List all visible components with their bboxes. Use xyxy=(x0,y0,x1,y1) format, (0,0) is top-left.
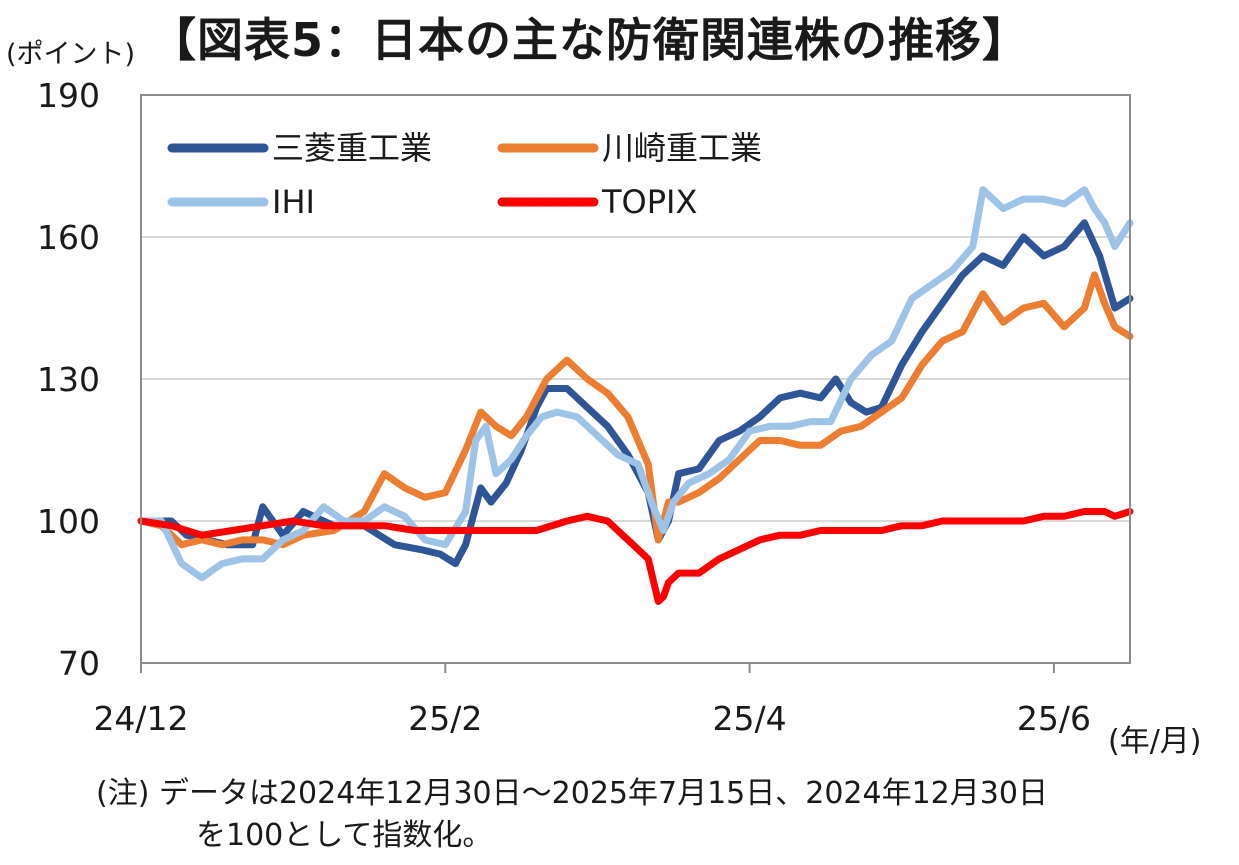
y-tick-label: 160 xyxy=(37,218,100,257)
footnote-line-2: を100として指数化。 xyxy=(196,818,493,853)
series-line-川崎重工業 xyxy=(137,271,1134,549)
legend: 三菱重工業 川崎重工業 IHI TOPIX xyxy=(167,129,762,221)
y-axis-ticks: 70 100 130 160 190 xyxy=(37,76,100,683)
legend-label: TOPIX xyxy=(601,183,697,221)
y-tick-label: 100 xyxy=(37,502,100,541)
series-lines xyxy=(137,186,1134,605)
plot-area-border xyxy=(140,94,1131,664)
x-axis-unit-label: (年/月) xyxy=(1108,724,1202,759)
x-tick-label: 24/12 xyxy=(93,699,188,738)
series-line-IHI xyxy=(137,186,1134,582)
legend-label: 三菱重工業 xyxy=(272,129,432,167)
legend-label: IHI xyxy=(272,183,315,221)
grid-lines xyxy=(141,236,1130,522)
y-tick-label: 190 xyxy=(37,76,100,115)
x-tick-label: 25/2 xyxy=(408,699,482,738)
series-line-三菱重工業 xyxy=(137,219,1134,568)
series-line-TOPIX xyxy=(137,508,1134,605)
x-axis-ticks: 24/12 25/2 25/4 25/6 xyxy=(93,663,1091,738)
x-tick-label: 25/6 xyxy=(1017,699,1091,738)
chart-title: 【図表5：日本の主な防衛関連株の推移】 xyxy=(150,13,1030,67)
footnote-line-1: (注) データは2024年12月30日～2025年7月15日、2024年12月3… xyxy=(96,776,1048,811)
y-axis-unit-label: (ポイント) xyxy=(6,39,136,70)
x-tick-label: 25/4 xyxy=(713,699,787,738)
y-tick-label: 70 xyxy=(58,644,100,683)
y-tick-label: 130 xyxy=(37,360,100,399)
legend-label: 川崎重工業 xyxy=(602,129,762,167)
